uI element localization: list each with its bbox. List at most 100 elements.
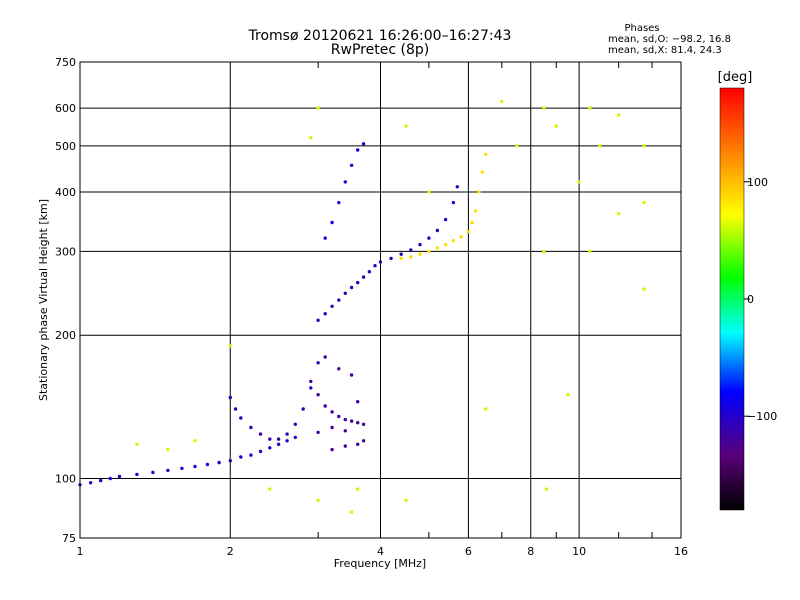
data-point — [356, 400, 360, 404]
data-point — [316, 393, 320, 397]
data-point — [542, 106, 546, 110]
phase-stats-heading: Phases — [624, 23, 659, 34]
phase-stats-o: mean, sd,O: −98.2, 16.8 — [608, 34, 731, 45]
colorbar-tick-label: 100 — [747, 176, 768, 189]
data-point — [399, 256, 403, 261]
data-point — [409, 255, 413, 259]
data-point — [316, 430, 320, 435]
x-tick-label: 4 — [377, 545, 384, 558]
data-point — [135, 442, 139, 446]
colorbar-tick-label: −100 — [747, 410, 777, 423]
data-point — [427, 249, 431, 254]
data-point — [361, 422, 366, 426]
data-point — [389, 256, 393, 261]
data-point — [276, 442, 281, 446]
data-point — [588, 106, 592, 110]
data-point — [151, 470, 155, 475]
data-point — [484, 407, 488, 411]
data-point — [316, 498, 320, 502]
data-point — [330, 304, 334, 308]
data-point — [356, 421, 360, 425]
data-point — [166, 468, 170, 473]
y-tick-label: 300 — [55, 245, 76, 258]
data-point — [217, 460, 221, 465]
plot-frame — [79, 61, 682, 539]
data-point — [258, 449, 263, 454]
data-point — [309, 136, 313, 140]
chart-subtitle: RwPretec (8p) — [331, 42, 429, 58]
data-point — [108, 476, 113, 481]
colorbar — [719, 87, 745, 511]
data-point — [515, 144, 519, 148]
data-point — [459, 235, 463, 239]
data-point — [577, 180, 581, 184]
data-point — [473, 209, 478, 213]
data-point — [330, 447, 334, 452]
data-point — [435, 246, 440, 250]
data-point — [642, 287, 646, 291]
data-point — [337, 414, 341, 419]
data-point — [427, 236, 431, 240]
data-point — [117, 474, 122, 479]
data-point — [361, 439, 366, 443]
data-point — [316, 106, 320, 110]
phase-stats-x: mean, sd,X: 81.4, 24.3 — [608, 45, 722, 56]
x-tick-label: 2 — [227, 545, 234, 558]
y-tick-label: 200 — [55, 329, 76, 342]
data-point — [343, 417, 347, 422]
colorbar-tick-label: 0 — [747, 293, 754, 306]
data-point — [343, 429, 347, 433]
data-point — [356, 280, 360, 285]
data-point — [554, 124, 558, 128]
data-point — [361, 275, 366, 279]
data-point — [323, 236, 327, 240]
data-point — [180, 466, 184, 471]
x-tick-label: 16 — [674, 545, 688, 558]
data-point — [409, 248, 413, 252]
y-tick-label: 75 — [62, 532, 76, 545]
x-tick-label: 8 — [527, 545, 534, 558]
data-point — [477, 190, 481, 194]
data-point — [435, 228, 440, 233]
data-point — [193, 464, 197, 469]
data-point — [616, 113, 621, 117]
data-point — [343, 444, 347, 448]
data-point — [378, 260, 383, 264]
data-point — [451, 239, 456, 243]
data-point — [642, 200, 646, 205]
data-point — [443, 242, 448, 247]
data-point — [404, 498, 408, 502]
data-point — [356, 148, 360, 152]
data-point — [293, 422, 297, 426]
data-point — [455, 185, 459, 189]
data-point — [228, 395, 232, 400]
x-tick-label: 6 — [465, 545, 472, 558]
data-point — [268, 437, 272, 441]
x-tick-label: 1 — [77, 545, 84, 558]
y-tick-label: 100 — [55, 473, 76, 486]
data-point — [480, 170, 485, 174]
data-point — [233, 407, 238, 411]
data-point — [356, 487, 360, 491]
data-points — [78, 99, 646, 514]
data-point — [349, 163, 354, 167]
data-point — [356, 442, 360, 446]
chart-title: Tromsø 20120621 16:26:00–16:27:43 — [248, 28, 512, 44]
data-point — [258, 432, 263, 436]
data-point — [399, 252, 403, 256]
data-point — [316, 318, 320, 322]
data-point — [373, 264, 377, 268]
data-point — [470, 220, 474, 225]
data-point — [330, 425, 334, 430]
data-point — [88, 481, 93, 485]
data-point — [285, 432, 289, 436]
data-point — [193, 439, 197, 443]
data-point — [249, 425, 253, 430]
y-tick-label: 750 — [55, 56, 76, 69]
data-point — [642, 144, 646, 148]
data-point — [566, 393, 570, 397]
data-point — [268, 446, 272, 450]
data-point — [349, 510, 354, 514]
data-point — [542, 249, 546, 254]
